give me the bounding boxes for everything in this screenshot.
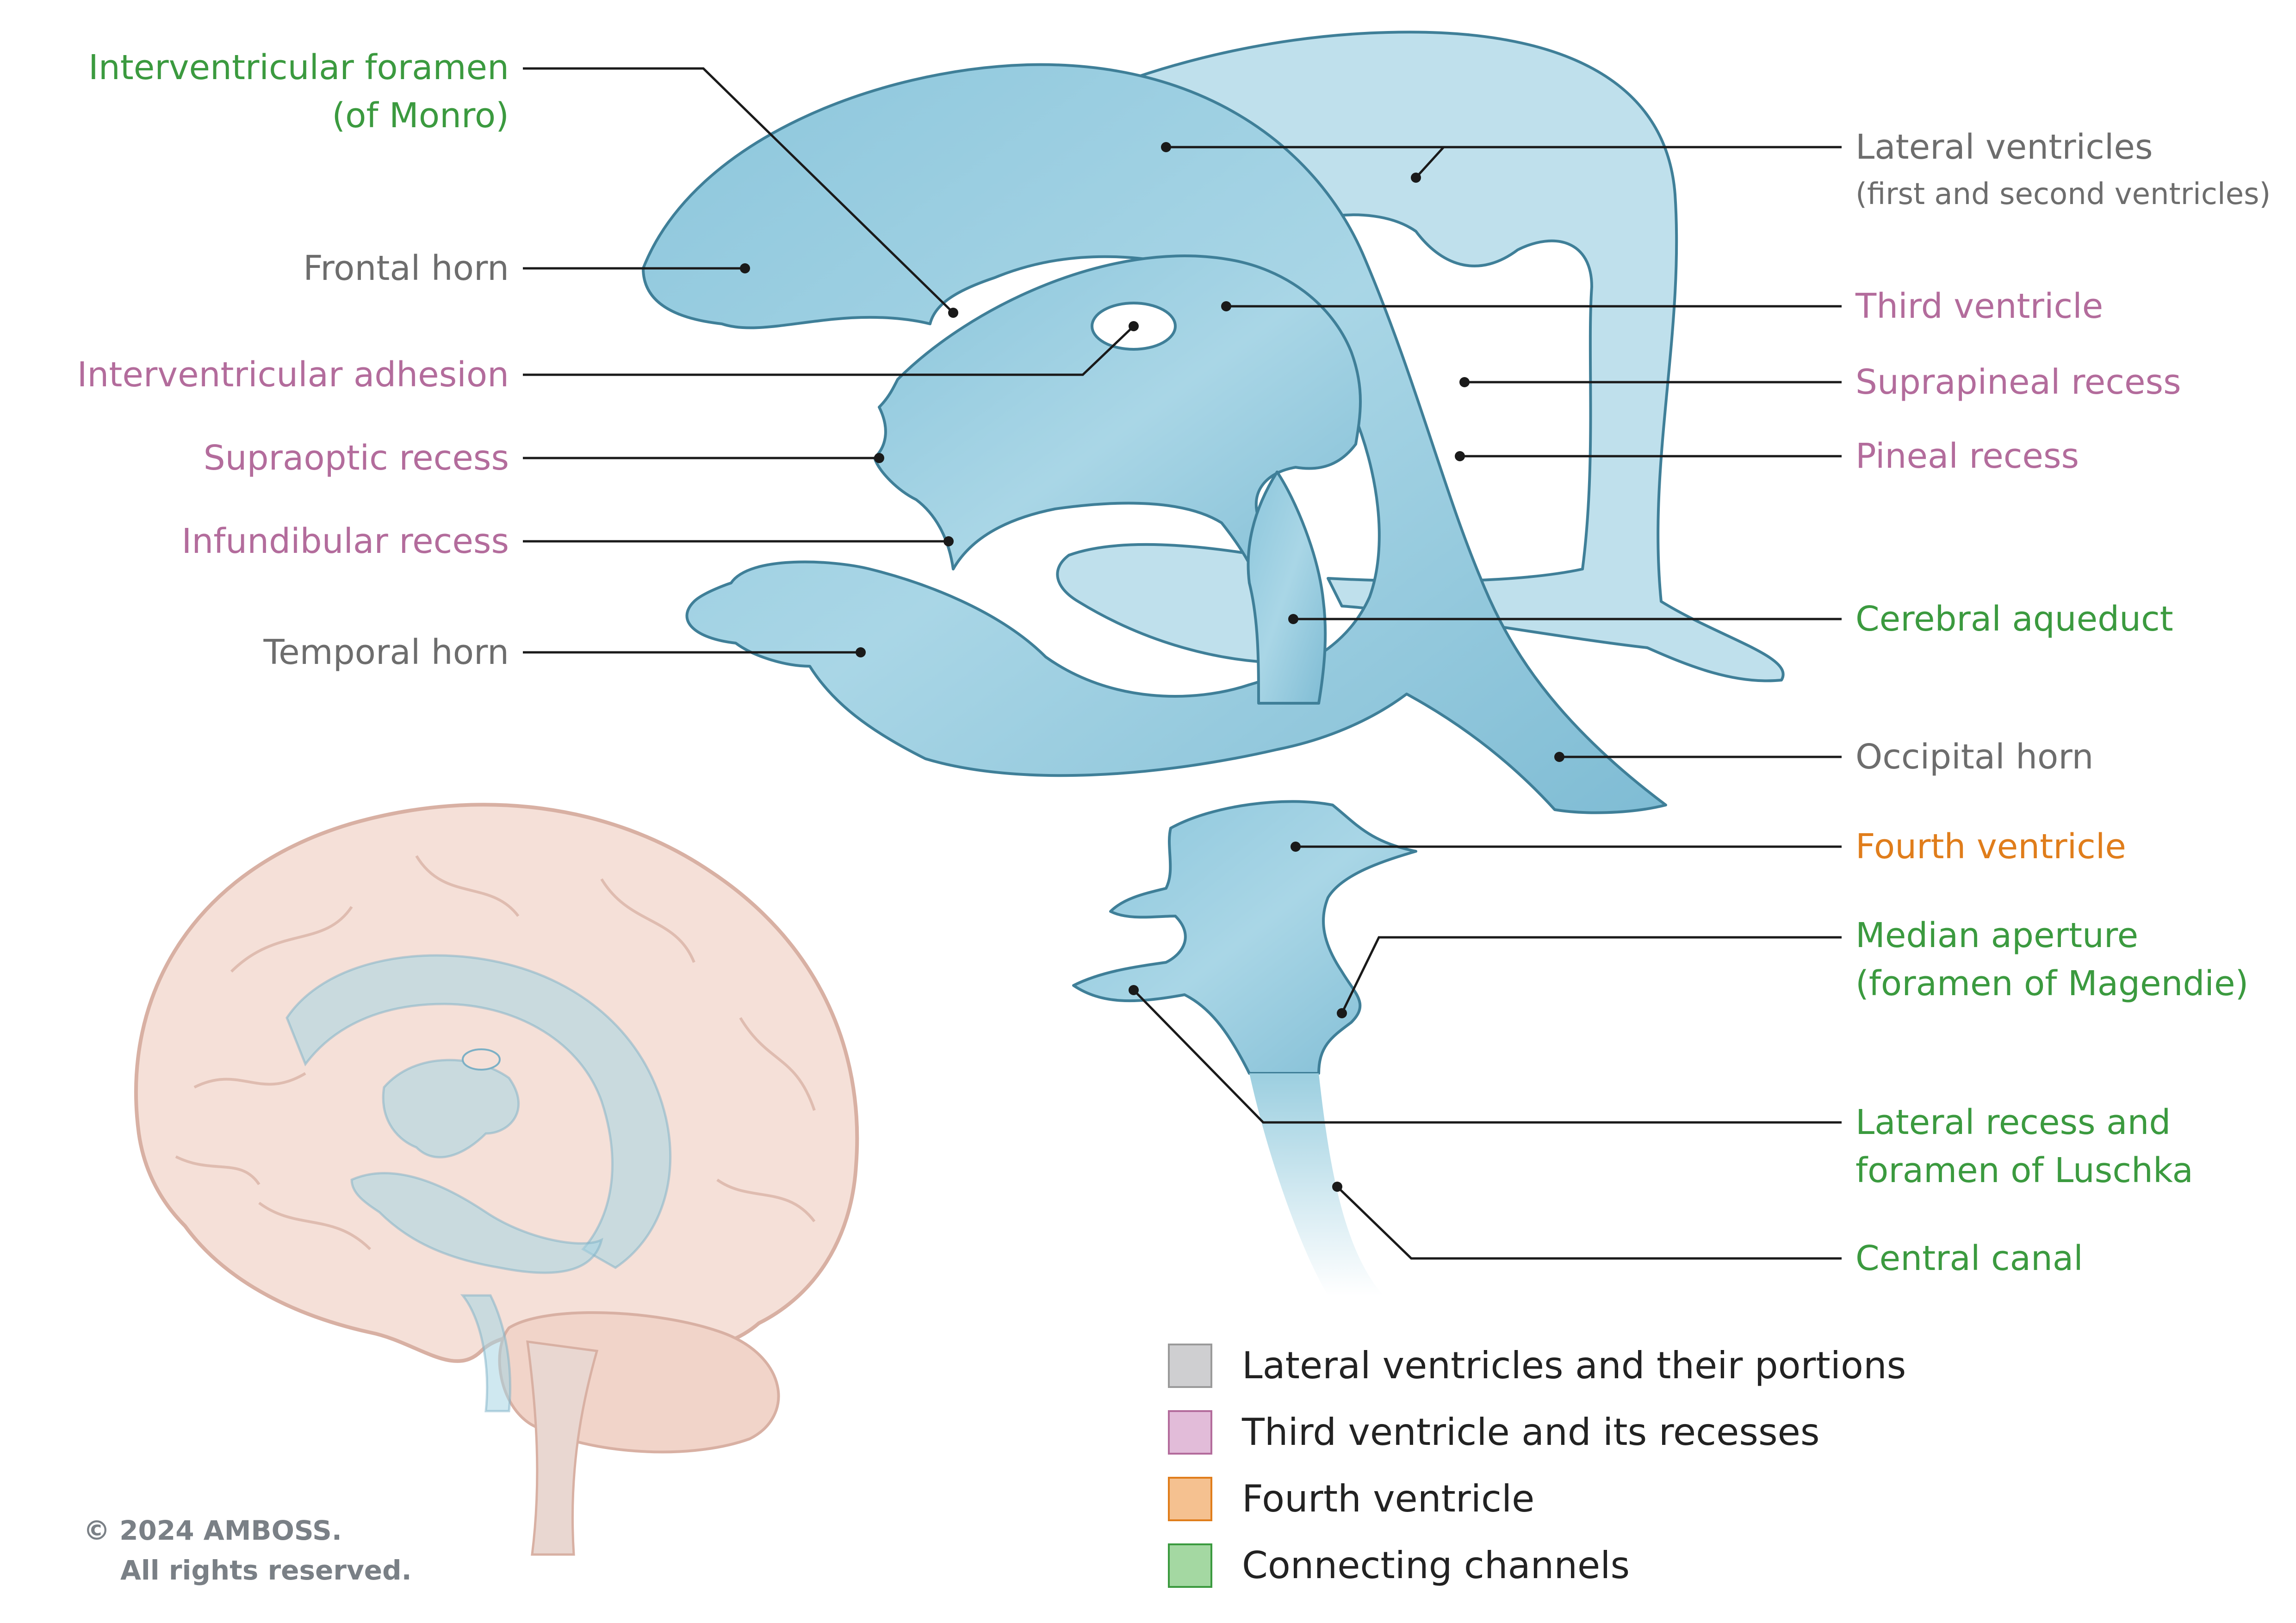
label-frontal-horn: Frontal horn	[303, 244, 509, 292]
leader-dots	[740, 142, 1564, 1192]
ventricle-system	[642, 31, 1785, 1295]
copyright-line-2: All rights reserved.	[120, 1555, 412, 1586]
label-text-2: (foramen of Magendie)	[1855, 964, 2249, 1004]
legend-swatch	[1168, 1344, 1212, 1388]
legend-label: Connecting channels	[1242, 1544, 1630, 1587]
label-pineal-recess: Pineal recess	[1855, 432, 2079, 480]
label-text: Pineal recess	[1855, 436, 2079, 476]
label-median-aperture: Median aperture (foramen of Magendie)	[1855, 911, 2248, 1008]
copyright-line-1: © 2024 AMBOSS.	[83, 1515, 342, 1546]
label-text: Temporal horn	[263, 632, 509, 672]
legend-swatch	[1168, 1543, 1212, 1588]
label-text: Cerebral aqueduct	[1855, 599, 2173, 639]
legend-label: Fourth ventricle	[1242, 1477, 1535, 1520]
label-text-2: (first and second ventricles)	[1855, 177, 2271, 211]
label-text: Median aperture	[1855, 916, 2139, 955]
copyright: © 2024 AMBOSS. All rights reserved.	[83, 1511, 412, 1590]
label-text-2: (of Monro)	[332, 96, 509, 136]
legend-label: Lateral ventricles and their portions	[1242, 1344, 1906, 1387]
label-third-ventricle: Third ventricle	[1855, 282, 2103, 330]
label-fourth-ventricle: Fourth ventricle	[1855, 823, 2126, 871]
brain-inset	[134, 803, 859, 1556]
label-interventricular-adhesion: Interventricular adhesion	[77, 351, 509, 399]
label-text: Supraoptic recess	[203, 438, 509, 478]
label-text: Central canal	[1855, 1239, 2083, 1278]
label-infundibular-recess: Infundibular recess	[182, 517, 509, 565]
label-lateral-recess: Lateral recess and foramen of Luschka	[1855, 1098, 2193, 1195]
legend-swatch	[1168, 1410, 1212, 1455]
label-occipital-horn: Occipital horn	[1855, 733, 2093, 781]
label-text: Frontal horn	[303, 248, 509, 288]
label-text: Third ventricle	[1855, 286, 2104, 326]
label-suprapineal-recess: Suprapineal recess	[1855, 358, 2181, 406]
label-lateral-ventricles: Lateral ventricles (first and second ven…	[1855, 123, 2271, 217]
legend-swatch	[1168, 1477, 1212, 1521]
label-supraoptic-recess: Supraoptic recess	[204, 434, 509, 482]
label-text: Interventricular foramen	[88, 48, 509, 87]
label-central-canal: Central canal	[1855, 1234, 2083, 1282]
label-text: Fourth ventricle	[1855, 827, 2126, 867]
label-text: Occipital horn	[1855, 737, 2094, 777]
label-text-2: foramen of Luschka	[1855, 1151, 2193, 1190]
label-text: Suprapineal recess	[1855, 362, 2181, 402]
label-text: Lateral ventricles	[1855, 127, 2153, 167]
label-text: Lateral recess and	[1855, 1103, 2171, 1142]
label-cerebral-aqueduct: Cerebral aqueduct	[1855, 595, 2173, 643]
leader-lines	[523, 67, 1842, 1260]
label-text: Interventricular adhesion	[77, 355, 509, 395]
label-interventricular-foramen: Interventricular foramen (of Monro)	[88, 43, 509, 140]
label-temporal-horn: Temporal horn	[263, 628, 509, 676]
legend-label: Third ventricle and its recesses	[1242, 1411, 1820, 1454]
label-text: Infundibular recess	[181, 521, 509, 561]
